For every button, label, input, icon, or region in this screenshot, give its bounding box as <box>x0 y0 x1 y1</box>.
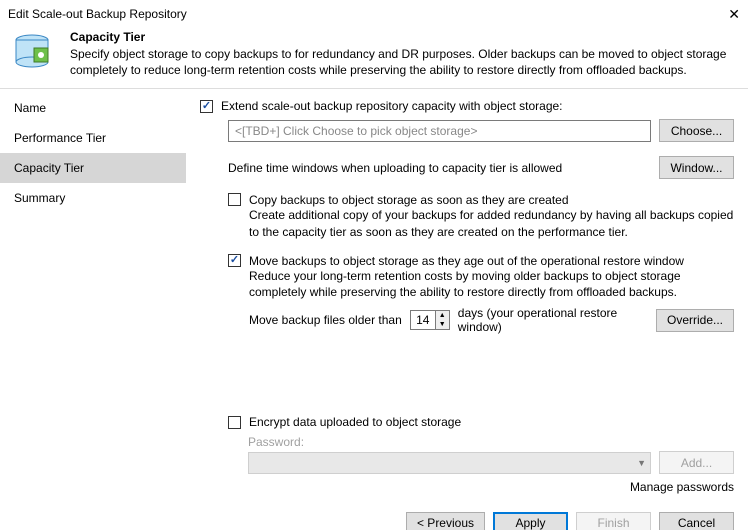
password-label: Password: <box>248 435 734 449</box>
move-checkbox[interactable] <box>228 254 241 267</box>
add-password-button: Add... <box>659 451 734 474</box>
object-storage-field[interactable]: <[TBD+] Click Choose to pick object stor… <box>228 120 651 142</box>
encrypt-checkbox[interactable] <box>228 416 241 429</box>
move-older-suffix: days (your operational restore window) <box>458 306 648 334</box>
sidebar-item-label: Capacity Tier <box>14 161 84 175</box>
manage-passwords-link[interactable]: Manage passwords <box>248 480 734 494</box>
spinner-down-icon[interactable]: ▼ <box>436 320 449 329</box>
override-button[interactable]: Override... <box>656 309 734 332</box>
chevron-down-icon: ▼ <box>637 458 646 468</box>
object-storage-placeholder: <[TBD+] Click Choose to pick object stor… <box>235 124 477 138</box>
sidebar-item-name[interactable]: Name <box>0 93 186 123</box>
sidebar-item-summary[interactable]: Summary <box>0 183 186 213</box>
sidebar-item-performance-tier[interactable]: Performance Tier <box>0 123 186 153</box>
cancel-button[interactable]: Cancel <box>659 512 734 530</box>
capacity-tier-icon <box>10 30 58 78</box>
finish-button: Finish <box>576 512 651 530</box>
sidebar-item-label: Summary <box>14 191 65 205</box>
copy-checkbox[interactable] <box>228 193 241 206</box>
days-spinner[interactable]: 14 ▲ ▼ <box>410 310 450 330</box>
page-description: Specify object storage to copy backups t… <box>70 46 738 78</box>
sidebar-item-label: Name <box>14 101 46 115</box>
window-button[interactable]: Window... <box>659 156 734 179</box>
copy-label: Copy backups to object storage as soon a… <box>249 193 734 207</box>
password-dropdown: ▼ <box>248 452 651 474</box>
move-label: Move backups to object storage as they a… <box>249 254 734 268</box>
move-description: Reduce your long-term retention costs by… <box>249 268 734 300</box>
copy-description: Create additional copy of your backups f… <box>249 207 734 239</box>
choose-button[interactable]: Choose... <box>659 119 734 142</box>
wizard-sidebar: Name Performance Tier Capacity Tier Summ… <box>0 89 186 498</box>
move-older-prefix: Move backup files older than <box>249 313 402 327</box>
sidebar-item-capacity-tier[interactable]: Capacity Tier <box>0 153 186 183</box>
apply-button[interactable]: Apply <box>493 512 568 530</box>
extend-label: Extend scale-out backup repository capac… <box>221 99 563 113</box>
time-window-label: Define time windows when uploading to ca… <box>228 161 651 175</box>
previous-button[interactable]: < Previous <box>406 512 485 530</box>
sidebar-item-label: Performance Tier <box>14 131 106 145</box>
page-title: Capacity Tier <box>70 30 738 44</box>
window-title: Edit Scale-out Backup Repository <box>8 7 187 21</box>
spinner-up-icon[interactable]: ▲ <box>436 311 449 320</box>
close-icon[interactable]: ✕ <box>728 6 740 23</box>
extend-checkbox[interactable] <box>200 100 213 113</box>
encrypt-label: Encrypt data uploaded to object storage <box>249 415 461 429</box>
days-value: 14 <box>411 313 435 327</box>
